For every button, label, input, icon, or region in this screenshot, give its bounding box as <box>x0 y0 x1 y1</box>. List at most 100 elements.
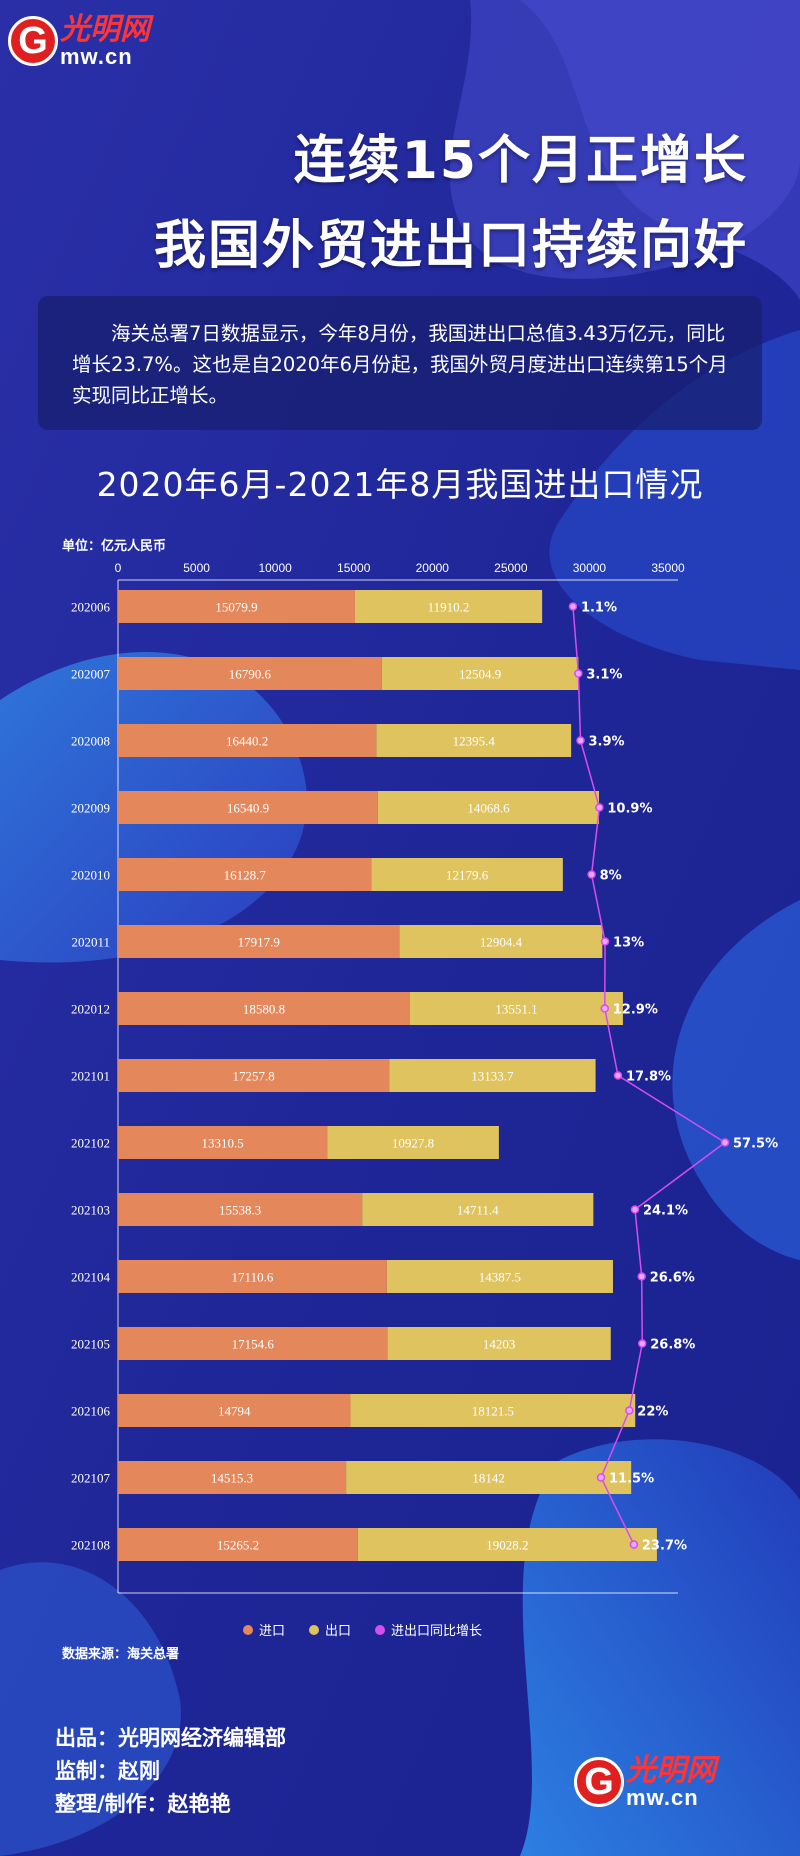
growth-label: 26.8% <box>650 1338 695 1353</box>
x-tick-label: 20000 <box>416 561 450 575</box>
bar-import <box>118 657 382 690</box>
growth-point <box>720 1138 730 1147</box>
logo-g-icon: G <box>574 1757 624 1807</box>
logo-wordmark: 光明网 mw.cn <box>626 1755 716 1809</box>
x-tick-label: 25000 <box>494 561 528 575</box>
bar-import <box>118 590 355 623</box>
credit-producer: 出品：光明网经济编辑部 <box>55 1726 286 1750</box>
growth-point <box>637 1272 646 1281</box>
bar-export <box>381 657 579 690</box>
y-tick-label: 202105 <box>71 1337 110 1352</box>
x-tick-label: 35000 <box>651 561 685 575</box>
bar-export <box>327 1126 499 1159</box>
logo-en-text: mw.cn <box>626 1785 699 1810</box>
bar-export-label: 12904.4 <box>480 935 523 950</box>
bar-import-label: 17257.8 <box>232 1069 274 1084</box>
bar-import <box>118 791 378 824</box>
bar-import-label: 17110.6 <box>232 1270 274 1285</box>
bar-export-label: 14711.4 <box>457 1203 499 1218</box>
y-tick-label: 202010 <box>71 868 110 883</box>
x-tick-label: 30000 <box>573 561 607 575</box>
bar-import-label: 13310.5 <box>201 1136 243 1151</box>
bar-export-label: 11910.2 <box>428 600 470 615</box>
growth-point <box>637 1339 647 1348</box>
bar-export-label: 12395.4 <box>453 734 496 749</box>
intro-box: 海关总署7日数据显示，今年8月份，我国进出口总值3.43万亿元，同比增长23.7… <box>38 296 762 430</box>
unit-label: 单位：亿元人民币 <box>62 538 166 554</box>
x-tick-label: 5000 <box>183 561 210 575</box>
growth-point <box>576 736 585 745</box>
credit-editor: 整理/制作：赵艳艳 <box>55 1792 231 1816</box>
logo-top: G 光明网 mw.cn <box>8 14 150 68</box>
x-tick-label: 10000 <box>258 561 292 575</box>
bar-import-label: 14515.3 <box>211 1471 253 1486</box>
growth-label: 26.6% <box>650 1271 695 1286</box>
logo-cn-text: 光明网 <box>60 12 150 47</box>
growth-label: 11.5% <box>609 1472 654 1487</box>
bar-export-label: 14387.5 <box>479 1270 521 1285</box>
logo-en-text: mw.cn <box>60 44 133 69</box>
bar-import <box>118 925 400 958</box>
legend-label: 进口 <box>259 1624 285 1639</box>
credits: 出品：光明网经济编辑部 监制：赵刚 整理/制作：赵艳艳 <box>55 1722 286 1821</box>
bar-import-label: 16440.2 <box>226 734 268 749</box>
bar-import <box>118 1327 388 1360</box>
growth-label: 57.5% <box>733 1137 778 1152</box>
growth-label: 10.9% <box>607 802 652 817</box>
bar-import-label: 16790.6 <box>229 667 272 682</box>
trade-chart: 单位：亿元人民币 0 5000 10000 15000 20000 25000 30000 3… <box>62 538 778 1662</box>
bar-export <box>346 1461 632 1494</box>
y-tick-label: 202007 <box>71 667 111 682</box>
bar-export <box>399 925 603 958</box>
bar-export-label: 10927.8 <box>392 1136 434 1151</box>
growth-label: 8% <box>600 869 622 884</box>
bar-export <box>350 1394 636 1427</box>
y-tick-label: 202106 <box>71 1404 111 1419</box>
y-tick-label: 202006 <box>71 600 111 615</box>
bar-export <box>362 1193 594 1226</box>
headline-line1: 连续15个月正增长 <box>293 131 748 191</box>
bar-import <box>118 1528 358 1561</box>
bar-export-label: 18121.5 <box>472 1404 514 1419</box>
bar-export-label: 12504.9 <box>459 667 501 682</box>
legend-label: 进出口同比增长 <box>391 1624 482 1639</box>
growth-point <box>595 803 604 812</box>
growth-label: 22% <box>637 1405 668 1420</box>
source-label: 数据来源：海关总署 <box>62 1646 179 1662</box>
bar-import <box>118 1394 351 1427</box>
y-tick-label: 202008 <box>71 734 110 749</box>
y-tick-label: 202108 <box>71 1538 110 1553</box>
y-tick-label: 202101 <box>71 1069 110 1084</box>
bar-import <box>118 1126 328 1159</box>
bar-import-label: 18580.8 <box>243 1002 285 1017</box>
growth-point <box>630 1205 640 1214</box>
bar-export-label: 14068.6 <box>467 801 510 816</box>
growth-line: 1.1% 3.1% 3.9% 10.9% 8% 13% 12.9% 17.8% 57.5% 24.… <box>568 601 778 1554</box>
bar-export-label: 13133.7 <box>471 1069 514 1084</box>
growth-point <box>600 937 610 946</box>
bar-import <box>118 724 377 757</box>
y-tick-label: 202011 <box>71 935 110 950</box>
bar-export <box>387 1327 611 1360</box>
bar-import-label: 14794 <box>218 1404 251 1419</box>
bar-import <box>118 1461 347 1494</box>
growth-label: 3.9% <box>589 735 625 750</box>
bar-import-label: 16540.9 <box>227 801 269 816</box>
y-tick-label: 202012 <box>71 1002 110 1017</box>
growth-label: 1.1% <box>581 601 617 616</box>
logo-g-icon: G <box>8 16 58 66</box>
bar-export <box>376 724 572 757</box>
bar-import-label: 15079.9 <box>215 600 257 615</box>
bar-export-label: 19028.2 <box>486 1538 528 1553</box>
growth-label: 23.7% <box>642 1539 687 1554</box>
bar-import <box>118 1260 387 1293</box>
growth-point <box>613 1071 623 1080</box>
chart-title: 2020年6月-2021年8月我国进出口情况 <box>96 465 704 504</box>
y-tick-label: 202103 <box>71 1203 110 1218</box>
logo-cn-text: 光明网 <box>626 1753 716 1788</box>
growth-point <box>625 1406 634 1415</box>
bar-import-label: 16128.7 <box>224 868 267 883</box>
bars: 202006 15079.9 11910.2 202007 16790.6 12504.9… <box>71 590 657 1561</box>
growth-label: 24.1% <box>643 1204 688 1219</box>
intro-text: 海关总署7日数据显示，今年8月份，我国进出口总值3.43万亿元，同比增长23.7… <box>72 322 728 407</box>
